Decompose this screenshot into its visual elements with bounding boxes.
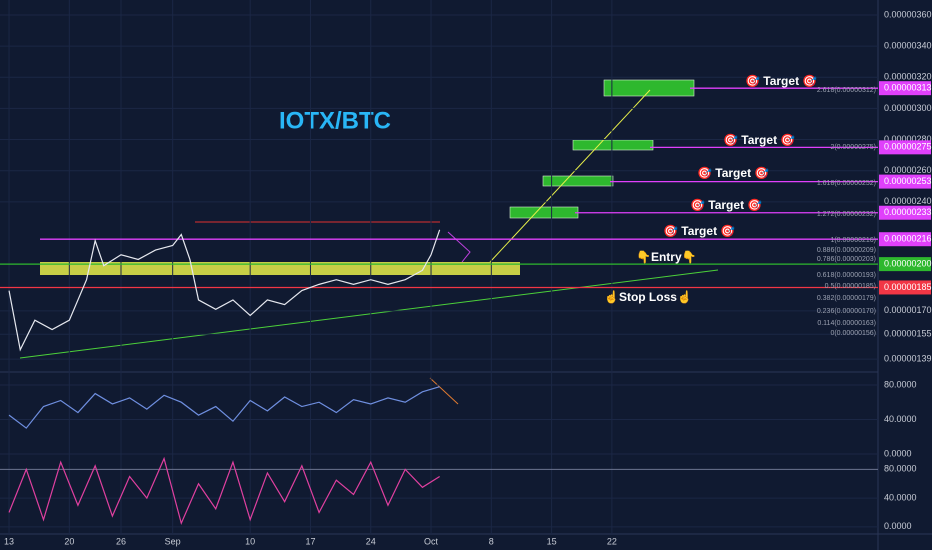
fib-label: 0(0.00000156) <box>830 330 876 337</box>
x-tick-label: 8 <box>489 536 494 546</box>
price-tag-label: 0.00000185 <box>884 282 932 292</box>
annotation: ☝Stop Loss☝ <box>604 289 692 304</box>
fib-label: 0.236(0.00000170) <box>817 308 876 315</box>
price-tag-label: 0.00000200 <box>884 258 932 268</box>
y-tick-label: 0.00000170 <box>884 305 932 315</box>
y-tick-label: 0.00000155 <box>884 329 932 339</box>
projection-arrow <box>489 89 651 263</box>
fib-label: 0.886(0.00000209) <box>817 247 876 254</box>
annotation: 🎯 Target 🎯 <box>663 224 735 238</box>
x-tick-label: 13 <box>4 536 14 546</box>
y-tick-label: 0.0000 <box>884 448 912 458</box>
price-tag <box>879 205 931 220</box>
fib-label: 1.272(0.00000232) <box>817 211 876 218</box>
trend-line <box>19 269 719 359</box>
y-tick-label: 0.00000300 <box>884 103 932 113</box>
x-tick-label: 26 <box>116 536 126 546</box>
x-tick-label: 24 <box>366 536 376 546</box>
y-tick-label: 0.00000139 <box>884 353 932 363</box>
target-box <box>542 175 614 187</box>
price-tag <box>879 257 931 272</box>
price-tag <box>879 232 931 247</box>
x-tick-label: 17 <box>305 536 315 546</box>
x-tick-label: 20 <box>64 536 74 546</box>
annotation: 🎯 Target 🎯 <box>723 133 795 147</box>
fib-label: 1.618(0.00000252) <box>817 180 876 187</box>
x-tick-label: Sep <box>165 536 181 546</box>
x-tick-label: 15 <box>547 536 557 546</box>
price-line <box>8 229 441 352</box>
entry-zone <box>40 262 520 275</box>
target-box <box>603 79 695 97</box>
annotation: 🎯 Target 🎯 <box>690 198 762 212</box>
price-tag-label: 0.00000275 <box>884 142 932 152</box>
annotation: 👇Entry👇 <box>636 250 697 264</box>
fib-label: 0.382(0.00000179) <box>817 295 876 302</box>
price-tag-label: 0.00000253 <box>884 176 932 186</box>
price-tag-label: 0.00000313 <box>884 83 932 93</box>
target-box <box>509 206 579 219</box>
y-tick-label: 40.0000 <box>884 492 917 502</box>
rsi-line <box>8 386 440 429</box>
fib-label: 0.786(0.00000203) <box>817 256 876 263</box>
y-tick-label: 0.00000260 <box>884 165 932 175</box>
annotation: 🎯 Target 🎯 <box>697 166 769 180</box>
price-tag-label: 0.00000216 <box>884 234 932 244</box>
y-tick-label: 0.0000 <box>884 521 912 531</box>
y-tick-label: 0.00000340 <box>884 41 932 51</box>
price-tag <box>879 174 931 189</box>
y-tick-label: 80.0000 <box>884 464 917 474</box>
y-tick-label: 40.0000 <box>884 414 917 424</box>
rsi-trend <box>429 377 459 405</box>
stoch-line <box>8 456 440 526</box>
y-tick-label: 80.0000 <box>884 379 917 389</box>
annotation: 🎯 Target 🎯 <box>745 74 817 88</box>
fib-label: 2(0.00000275) <box>830 144 876 151</box>
y-tick-label: 0.00000360 <box>884 9 932 19</box>
x-tick-label: 10 <box>245 536 255 546</box>
price-tag <box>879 81 931 96</box>
price-tag-label: 0.00000233 <box>884 207 932 217</box>
y-tick-label: 0.00000240 <box>884 196 932 206</box>
fib-label: 0.114(0.00000163) <box>817 320 876 327</box>
chart-title: IOTX/BTC <box>279 107 391 134</box>
fib-label: 0.5(0.00000185) <box>825 283 876 290</box>
price-tag <box>879 140 931 155</box>
x-tick-label: 22 <box>607 536 617 546</box>
price-tag <box>879 280 931 295</box>
y-tick-label: 0.00000320 <box>884 72 932 82</box>
fib-label: 0.618(0.00000193) <box>817 272 876 279</box>
x-tick-label: Oct <box>424 536 439 546</box>
fib-label: 2.618(0.00000312) <box>817 87 876 94</box>
target-box <box>572 139 654 151</box>
fib-label: 1(0.00000216) <box>830 237 876 244</box>
y-tick-label: 0.00000280 <box>884 134 932 144</box>
